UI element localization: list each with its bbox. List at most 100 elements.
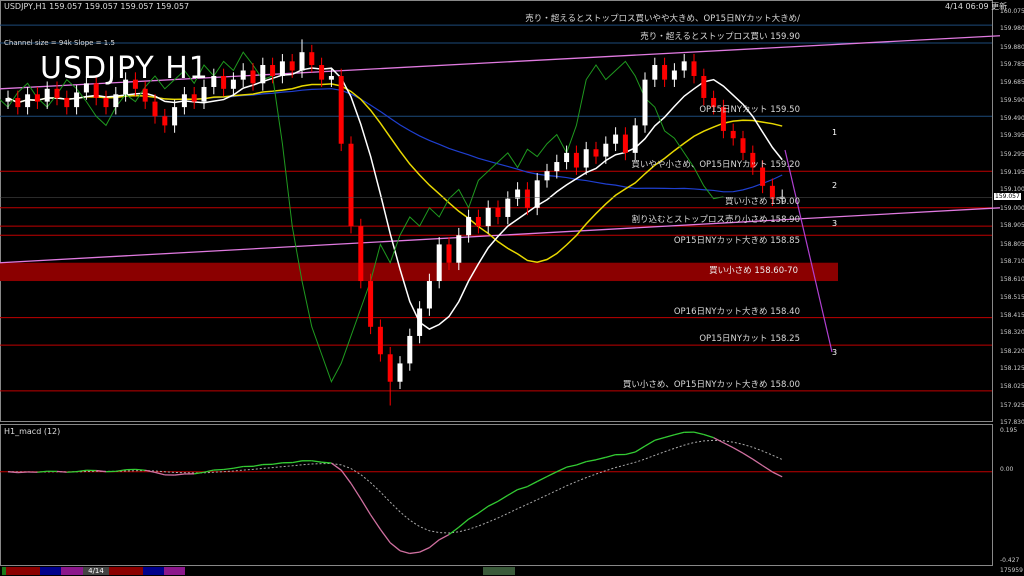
price-tick: 159.295 (1000, 150, 1024, 158)
candle-body (632, 125, 638, 153)
chart-title: USDJPY H1 (40, 51, 209, 86)
period-bar[interactable] (40, 567, 61, 575)
period-bar[interactable] (143, 567, 164, 575)
period-bar[interactable] (6, 567, 40, 575)
period-bar[interactable] (164, 567, 185, 575)
candle-body (681, 61, 687, 71)
macd-segment (370, 514, 381, 530)
macd-segment (497, 494, 509, 502)
macd-segment (135, 468, 146, 471)
level-label: OP15日NYカット 159.50 (699, 105, 800, 116)
macd-segment (379, 529, 391, 544)
candle-body (123, 79, 129, 95)
candle-body (466, 216, 472, 236)
macd-segment (517, 485, 528, 491)
macd-segment (586, 459, 597, 463)
candle-body (172, 107, 178, 126)
macd-segment (478, 505, 489, 514)
macd-segment (595, 456, 606, 461)
macd-segment (66, 470, 77, 473)
candle-body (319, 65, 325, 80)
macd-label: H1_macd (12) (4, 427, 61, 436)
macd-segment (448, 526, 460, 536)
price-tick: 158.125 (1000, 364, 1024, 372)
candle-body (417, 308, 423, 336)
candle-body (613, 134, 619, 144)
ma-short-line (7, 67, 783, 330)
footer-counter: 175959 (1000, 567, 1023, 574)
candle-body (142, 88, 148, 102)
macd-segment (732, 447, 744, 454)
symbol-info: USDJPY,H1 159.057 159.057 159.057 159.05… (4, 2, 190, 11)
macd-segment (223, 467, 234, 471)
candle-body (289, 61, 295, 71)
price-tick: 158.320 (1000, 329, 1024, 337)
level-label: 買い小さめ、OP15日NYカット大きめ 158.00 (622, 379, 800, 390)
candle-body (760, 167, 766, 186)
candle-body (750, 152, 756, 168)
candle-body (446, 244, 452, 263)
candle-body (221, 75, 227, 89)
price-tick: 159.100 (1000, 186, 1024, 194)
macd-segment (203, 469, 214, 473)
macd-segment (389, 542, 401, 552)
candle-body (515, 189, 521, 199)
macd-segment (566, 464, 577, 468)
candle-body (44, 88, 50, 102)
channel-upper-line (0, 35, 1001, 90)
level-label: 買いやや小さめ、OP15日NYカット 159.20 (631, 160, 800, 171)
candle-body (495, 207, 501, 217)
wave-label: 2 (832, 181, 837, 190)
macd-segment (233, 465, 244, 469)
candle-body (260, 65, 266, 84)
macd-segment (252, 463, 263, 467)
projection-line (784, 149, 833, 353)
macd-segment (546, 471, 558, 478)
date-tab[interactable]: 4/14 (83, 567, 109, 575)
band-label: 買い小さめ 158.60-70 (709, 265, 798, 276)
candle-body (162, 116, 168, 126)
period-bar[interactable] (109, 567, 143, 575)
price-tick: 159.000 (1000, 204, 1024, 212)
candle-body (34, 94, 40, 102)
candle-body (554, 162, 560, 172)
macd-segment (331, 462, 342, 471)
price-tick: 158.415 (1000, 311, 1024, 319)
level-label: 売り・超えるとストップロス買いやや大きめ、OP15日NYカット大きめ/ (525, 14, 800, 25)
candle-body (211, 75, 217, 87)
candle-body (436, 244, 442, 282)
candle-body (505, 198, 511, 217)
macd-segment (96, 469, 107, 473)
wave-label: 3 (832, 219, 837, 228)
period-bar-start[interactable] (2, 567, 6, 575)
price-tick: 158.515 (1000, 293, 1024, 301)
macd-segment (772, 471, 783, 478)
candle-body (250, 70, 256, 84)
lagging-span-line (0, 51, 724, 383)
wave-label: 3 (832, 348, 837, 357)
price-tick: 160.075 (1000, 8, 1024, 15)
price-tick: 159.490 (1000, 115, 1024, 123)
macd-segment (7, 471, 18, 474)
macd-segment (576, 461, 587, 466)
candle-body (309, 52, 315, 66)
macd-segment (605, 454, 616, 458)
candle-body (779, 196, 785, 199)
candle-body (348, 143, 354, 227)
macd-segment (693, 431, 704, 436)
ma-mid-line (7, 83, 783, 264)
candle-body (113, 94, 119, 108)
macd-segment (438, 534, 450, 541)
macd-segment (154, 471, 165, 476)
candle-body (769, 185, 775, 199)
candle-body (583, 149, 589, 168)
period-bar[interactable] (61, 567, 83, 575)
candle-body (593, 149, 599, 157)
macd-segment (644, 439, 656, 447)
scroll-indicator[interactable] (483, 567, 515, 575)
macd-segment (340, 469, 352, 484)
macd-segment (399, 550, 410, 555)
macd-segment (213, 468, 224, 471)
candle-body (397, 363, 403, 382)
